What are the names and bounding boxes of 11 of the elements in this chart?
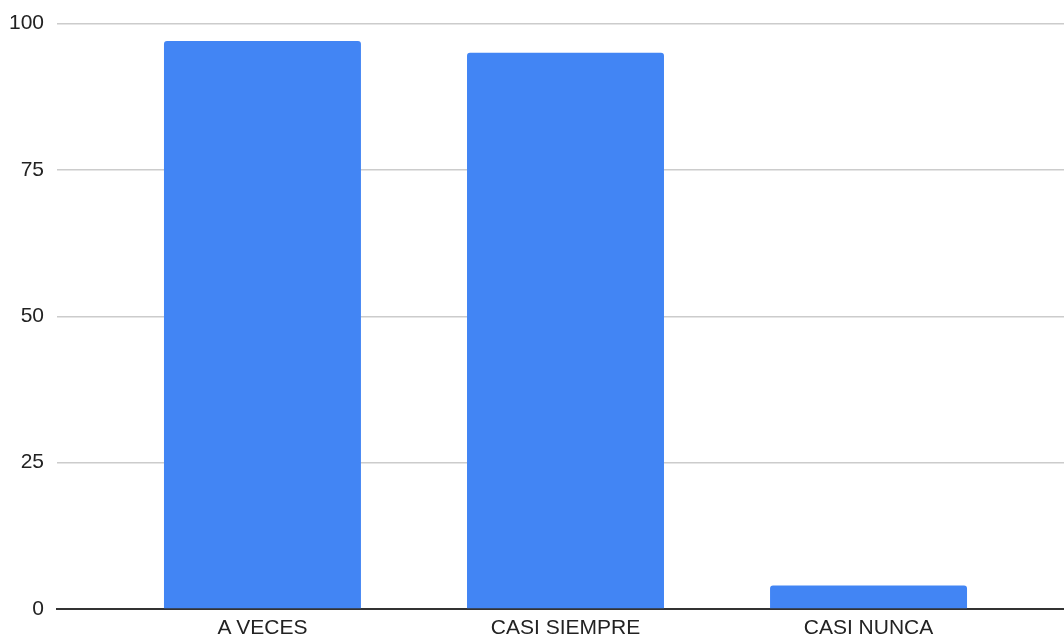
bar xyxy=(163,41,361,609)
y-tick-label: 50 xyxy=(20,303,44,327)
y-tick-label: 75 xyxy=(20,156,44,180)
x-tick-label: A VECES xyxy=(217,615,308,639)
y-tick-label: 25 xyxy=(20,449,44,473)
y-tick-label: 0 xyxy=(32,595,44,619)
x-tick-label: CASI SIEMPRE xyxy=(490,615,641,639)
bar xyxy=(467,52,664,609)
bar xyxy=(770,585,968,609)
y-tick-label: 100 xyxy=(8,10,44,34)
x-tick-label: CASI NUNCA xyxy=(803,615,934,639)
